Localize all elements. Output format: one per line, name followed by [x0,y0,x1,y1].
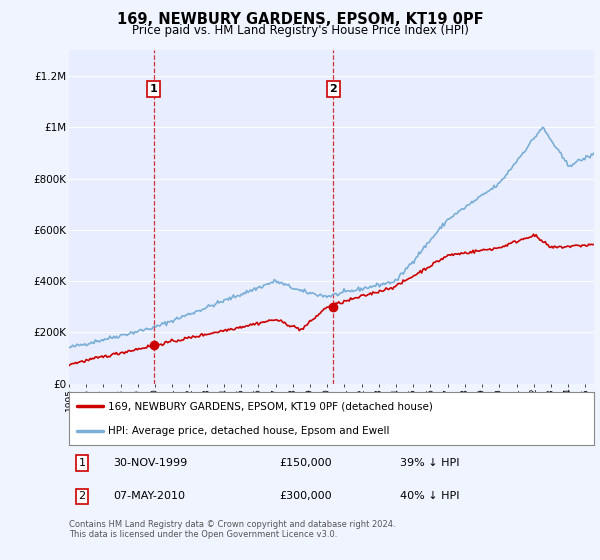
Text: 39% ↓ HPI: 39% ↓ HPI [400,458,459,468]
Text: 1: 1 [79,458,86,468]
Text: Price paid vs. HM Land Registry's House Price Index (HPI): Price paid vs. HM Land Registry's House … [131,24,469,36]
Text: 169, NEWBURY GARDENS, EPSOM, KT19 0PF (detached house): 169, NEWBURY GARDENS, EPSOM, KT19 0PF (d… [109,402,433,412]
Text: 1: 1 [150,84,158,94]
Text: £300,000: £300,000 [279,491,332,501]
Text: 30-NOV-1999: 30-NOV-1999 [113,458,188,468]
Text: 40% ↓ HPI: 40% ↓ HPI [400,491,459,501]
Text: HPI: Average price, detached house, Epsom and Ewell: HPI: Average price, detached house, Epso… [109,426,390,436]
Text: 169, NEWBURY GARDENS, EPSOM, KT19 0PF: 169, NEWBURY GARDENS, EPSOM, KT19 0PF [116,12,484,27]
Text: 2: 2 [79,491,86,501]
Text: Contains HM Land Registry data © Crown copyright and database right 2024.
This d: Contains HM Land Registry data © Crown c… [69,520,395,539]
Text: 07-MAY-2010: 07-MAY-2010 [113,491,185,501]
Text: £150,000: £150,000 [279,458,332,468]
Text: 2: 2 [329,84,337,94]
